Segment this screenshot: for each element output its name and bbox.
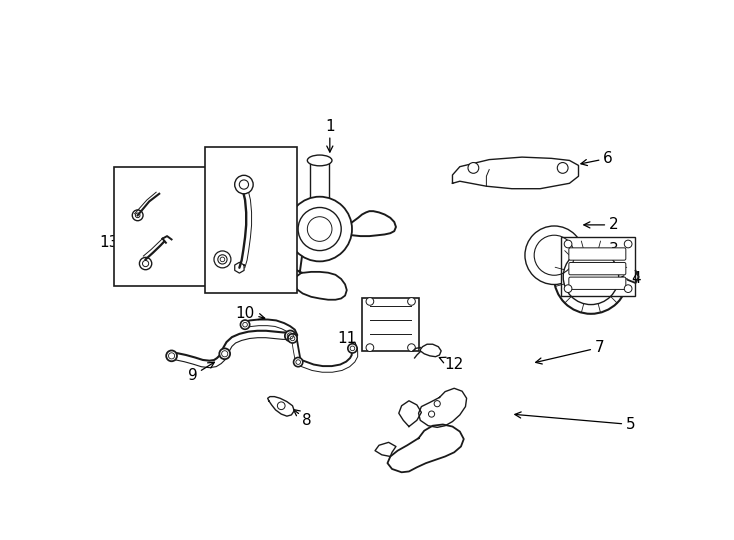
Polygon shape xyxy=(285,211,396,272)
Circle shape xyxy=(219,348,230,359)
Text: 12: 12 xyxy=(440,357,464,372)
Circle shape xyxy=(298,207,341,251)
Polygon shape xyxy=(388,424,464,472)
Circle shape xyxy=(166,350,177,361)
Circle shape xyxy=(366,344,374,352)
FancyBboxPatch shape xyxy=(562,237,635,295)
Circle shape xyxy=(218,255,227,264)
Polygon shape xyxy=(235,262,244,273)
Circle shape xyxy=(366,298,374,305)
Circle shape xyxy=(468,163,479,173)
FancyBboxPatch shape xyxy=(569,262,626,275)
Circle shape xyxy=(625,285,632,293)
Text: 7: 7 xyxy=(536,340,604,364)
Polygon shape xyxy=(375,442,396,456)
Text: 9: 9 xyxy=(188,362,214,383)
Text: 4: 4 xyxy=(618,272,641,286)
Text: 14: 14 xyxy=(161,210,189,225)
FancyBboxPatch shape xyxy=(569,277,626,289)
Text: 2: 2 xyxy=(584,218,618,232)
Circle shape xyxy=(294,357,303,367)
Circle shape xyxy=(564,285,572,293)
Polygon shape xyxy=(452,157,578,188)
FancyBboxPatch shape xyxy=(362,299,419,350)
Text: 13: 13 xyxy=(100,235,119,250)
Circle shape xyxy=(139,258,152,269)
Circle shape xyxy=(285,330,296,341)
Circle shape xyxy=(235,176,253,194)
FancyBboxPatch shape xyxy=(205,147,297,293)
FancyBboxPatch shape xyxy=(569,248,626,260)
Circle shape xyxy=(407,298,415,305)
Circle shape xyxy=(132,210,143,221)
FancyBboxPatch shape xyxy=(114,167,217,286)
Text: 3: 3 xyxy=(575,242,619,258)
Text: 8: 8 xyxy=(294,409,312,428)
Circle shape xyxy=(348,344,357,353)
Ellipse shape xyxy=(308,155,332,166)
Polygon shape xyxy=(399,401,421,427)
Text: 11: 11 xyxy=(337,331,357,349)
Text: 1: 1 xyxy=(325,119,335,152)
Circle shape xyxy=(525,226,584,285)
Text: 15: 15 xyxy=(264,181,283,196)
Text: 14: 14 xyxy=(164,257,192,272)
Circle shape xyxy=(407,344,415,352)
Circle shape xyxy=(288,334,297,343)
Circle shape xyxy=(214,251,231,268)
Polygon shape xyxy=(421,344,441,357)
Circle shape xyxy=(564,240,572,248)
Polygon shape xyxy=(294,272,346,300)
Text: 16: 16 xyxy=(238,249,267,265)
Text: 6: 6 xyxy=(581,151,613,166)
Circle shape xyxy=(557,163,568,173)
Polygon shape xyxy=(268,396,294,416)
Text: 5: 5 xyxy=(515,412,636,432)
Text: 17: 17 xyxy=(245,150,268,167)
Polygon shape xyxy=(418,388,467,427)
Circle shape xyxy=(287,197,352,261)
Text: 10: 10 xyxy=(236,306,265,321)
Circle shape xyxy=(625,240,632,248)
Circle shape xyxy=(241,320,250,329)
Circle shape xyxy=(554,240,628,314)
